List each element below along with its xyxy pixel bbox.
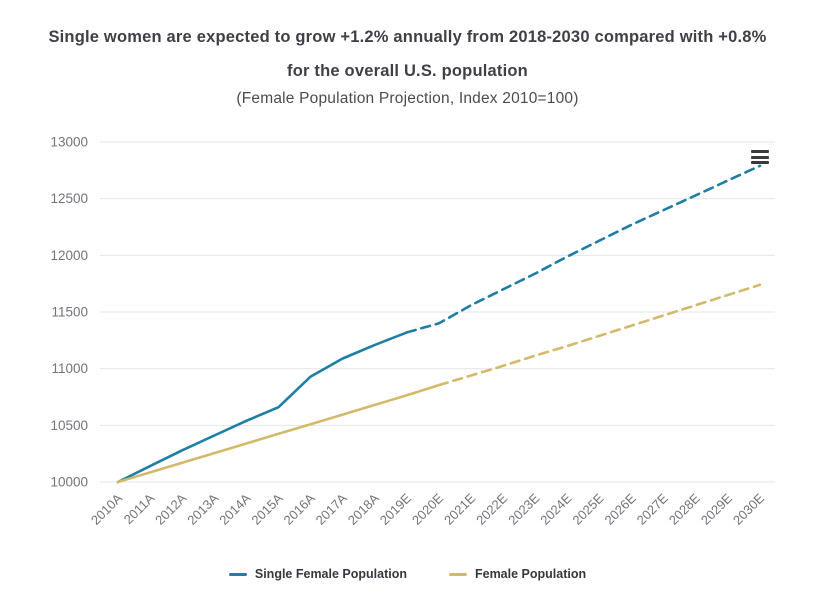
legend: Single Female Population Female Populati… xyxy=(0,567,815,581)
svg-text:10000: 10000 xyxy=(50,475,88,490)
svg-text:2026E: 2026E xyxy=(602,490,639,527)
svg-text:2029E: 2029E xyxy=(698,490,735,527)
hamburger-bar xyxy=(751,155,769,159)
svg-text:2014A: 2014A xyxy=(216,490,253,527)
hamburger-bar xyxy=(751,161,769,164)
svg-text:2022E: 2022E xyxy=(473,490,510,527)
svg-text:2019E: 2019E xyxy=(377,490,414,527)
chart-area: 10000 10500 11000 11500 12000 12500 13000 2010A… xyxy=(0,114,815,571)
svg-text:2017A: 2017A xyxy=(313,490,350,527)
svg-text:2011A: 2011A xyxy=(121,490,158,527)
svg-text:13000: 13000 xyxy=(50,135,88,150)
svg-text:2015A: 2015A xyxy=(248,490,285,527)
svg-text:2012A: 2012A xyxy=(152,490,189,527)
legend-label: Female Population xyxy=(474,567,587,581)
line-chart: 10000 10500 11000 11500 12000 12500 13000 2010A… xyxy=(50,135,775,528)
chart-title: Single women are expected to grow +1.2% … xyxy=(48,28,767,80)
svg-text:2010A: 2010A xyxy=(88,490,125,527)
svg-text:2016A: 2016A xyxy=(281,490,318,527)
legend-swatch-single-female xyxy=(228,572,247,576)
svg-text:11500: 11500 xyxy=(51,305,88,320)
svg-text:12000: 12000 xyxy=(50,248,88,263)
svg-text:2024E: 2024E xyxy=(537,490,574,527)
svg-text:10500: 10500 xyxy=(50,418,88,433)
legend-swatch-female xyxy=(448,572,467,576)
hamburger-bar xyxy=(751,150,769,153)
svg-text:11000: 11000 xyxy=(51,361,88,376)
chart-header: Single women are expected to grow +1.2% … xyxy=(0,0,815,108)
svg-text:2030E: 2030E xyxy=(730,490,767,527)
svg-text:2020E: 2020E xyxy=(409,490,446,527)
legend-label: Single Female Population xyxy=(254,567,407,581)
export-menu-icon[interactable] xyxy=(751,150,769,164)
svg-text:2023E: 2023E xyxy=(505,490,542,527)
svg-text:2027E: 2027E xyxy=(634,490,671,527)
svg-text:2018A: 2018A xyxy=(345,490,382,527)
legend-item-single-female[interactable]: Single Female Population xyxy=(228,567,407,581)
svg-text:2013A: 2013A xyxy=(184,490,221,527)
svg-text:2028E: 2028E xyxy=(666,490,703,527)
svg-text:2025E: 2025E xyxy=(569,490,606,527)
legend-item-female[interactable]: Female Population xyxy=(448,567,587,581)
svg-text:2021E: 2021E xyxy=(441,490,478,527)
chart-subtitle: (Female Population Projection, Index 201… xyxy=(236,90,579,107)
svg-text:12500: 12500 xyxy=(50,191,88,206)
